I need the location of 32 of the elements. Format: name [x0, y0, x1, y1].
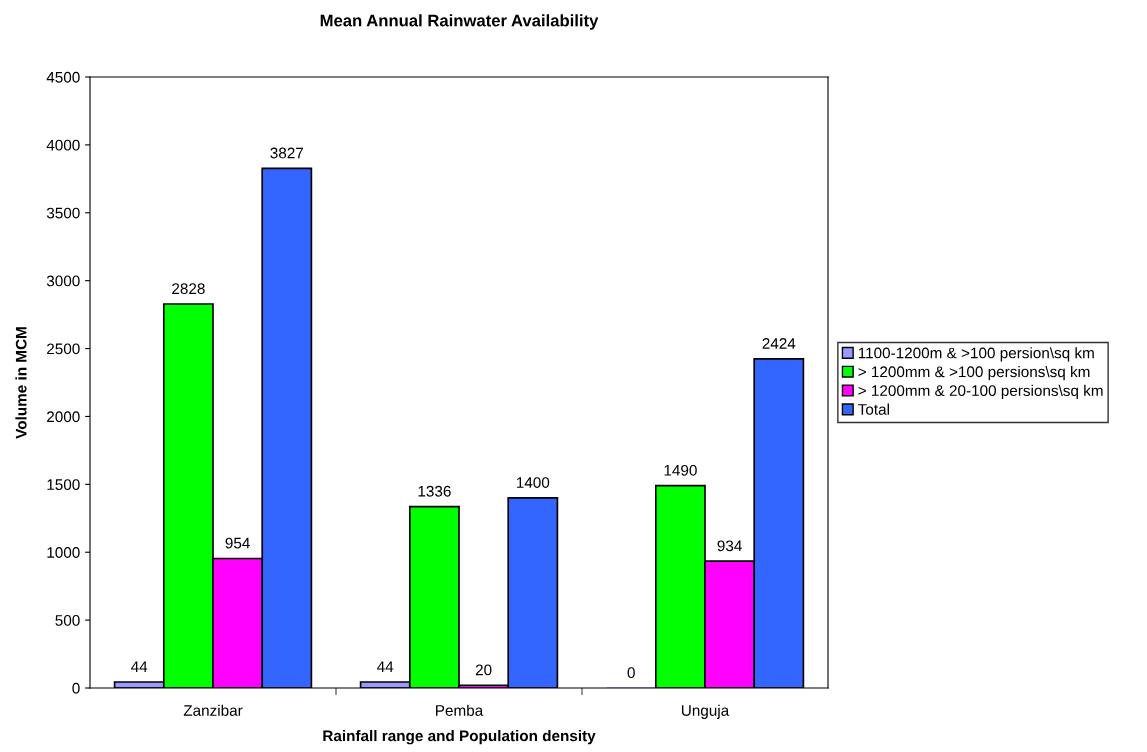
data-label: 954	[225, 537, 250, 549]
data-label: 2424	[762, 338, 796, 349]
data-label: 44	[377, 661, 394, 672]
y-tick-label: 0	[72, 682, 80, 694]
y-tick-label: 1000	[47, 547, 80, 558]
x-tick-label: Unguja	[681, 704, 730, 719]
chart-title: Mean Annual Rainwater Availability	[320, 14, 599, 30]
data-label: 20	[475, 664, 492, 676]
y-tick-label: 3000	[46, 275, 80, 287]
legend-label: > 1200mm & >100 persions\sq km	[858, 365, 1090, 381]
y-tick-label: 2000	[47, 411, 80, 423]
data-label: 934	[717, 540, 742, 552]
x-tick-label: Zanzibar	[183, 704, 243, 716]
data-label: 1336	[418, 485, 451, 497]
y-tick-label: 500	[55, 614, 80, 626]
y-tick-label: 4500	[46, 71, 80, 83]
y-tick-label: 2500	[47, 343, 80, 355]
legend-label: Total	[858, 403, 889, 415]
data-label: 1400	[516, 477, 550, 488]
legend-label: 1100-1200m & >100 persion\sq km	[858, 347, 1094, 362]
data-label: 0	[627, 667, 635, 679]
data-label: 44	[131, 661, 148, 672]
y-tick-label: 4000	[46, 139, 80, 151]
y-tick-label: 1500	[47, 479, 80, 491]
data-label: 3827	[270, 147, 304, 159]
data-label: 2828	[172, 283, 205, 295]
legend-label: > 1200mm & 20-100 persions\sq km	[858, 384, 1103, 400]
x-axis-title: Rainfall range and Population density	[323, 730, 596, 745]
y-axis-title: Volume in MCM	[15, 327, 27, 439]
x-tick-label: Pemba	[436, 704, 484, 716]
y-tick-label: 3500	[46, 207, 80, 219]
data-label: 1490	[664, 464, 697, 476]
